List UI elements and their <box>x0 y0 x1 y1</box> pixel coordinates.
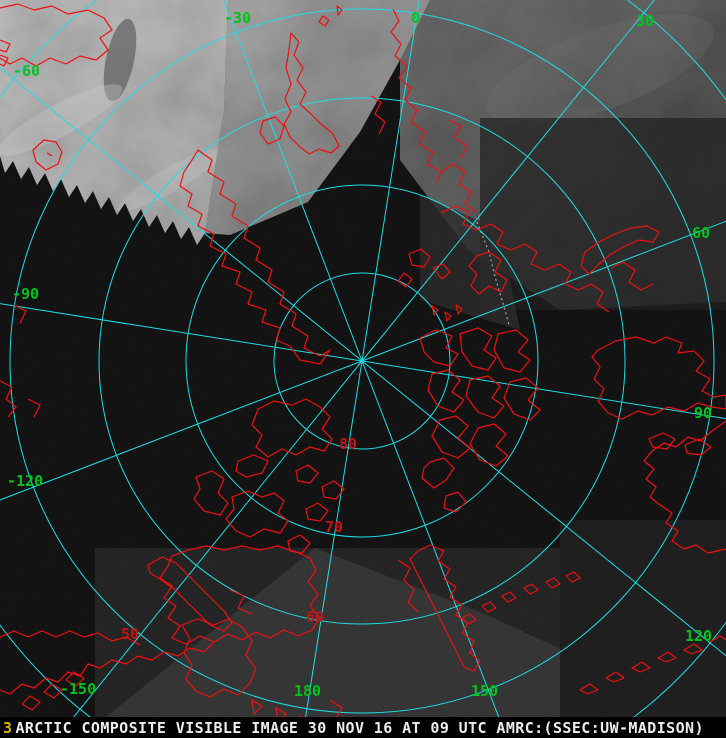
longitude-label: -60 <box>13 62 41 80</box>
coastlines <box>0 3 726 717</box>
longitude-label: 0 <box>411 9 421 27</box>
longitude-label: -90 <box>12 285 40 303</box>
longitude-label: 180 <box>294 682 322 700</box>
longitude-label: 120 <box>685 627 713 645</box>
longitude-label: -150 <box>60 680 97 698</box>
longitude-label: 60 <box>692 224 711 242</box>
title-bar: 3 ARCTIC COMPOSITE VISIBLE IMAGE 30 NOV … <box>0 717 726 738</box>
latitude-label: 60 <box>306 608 325 626</box>
latitude-label: 50 <box>121 625 140 643</box>
longitude-label: 150 <box>471 682 499 700</box>
longitude-label: 30 <box>636 12 655 30</box>
longitude-label: 90 <box>694 404 713 422</box>
title-text: ARCTIC COMPOSITE VISIBLE IMAGE 30 NOV 16… <box>15 718 704 737</box>
longitude-label: -120 <box>7 472 44 490</box>
longitude-label: -30 <box>224 9 252 27</box>
latitude-label: 80 <box>339 435 358 453</box>
title-prefix: 3 <box>3 718 13 737</box>
latitude-label: 70 <box>325 518 344 536</box>
image-seam-streak <box>476 221 510 326</box>
